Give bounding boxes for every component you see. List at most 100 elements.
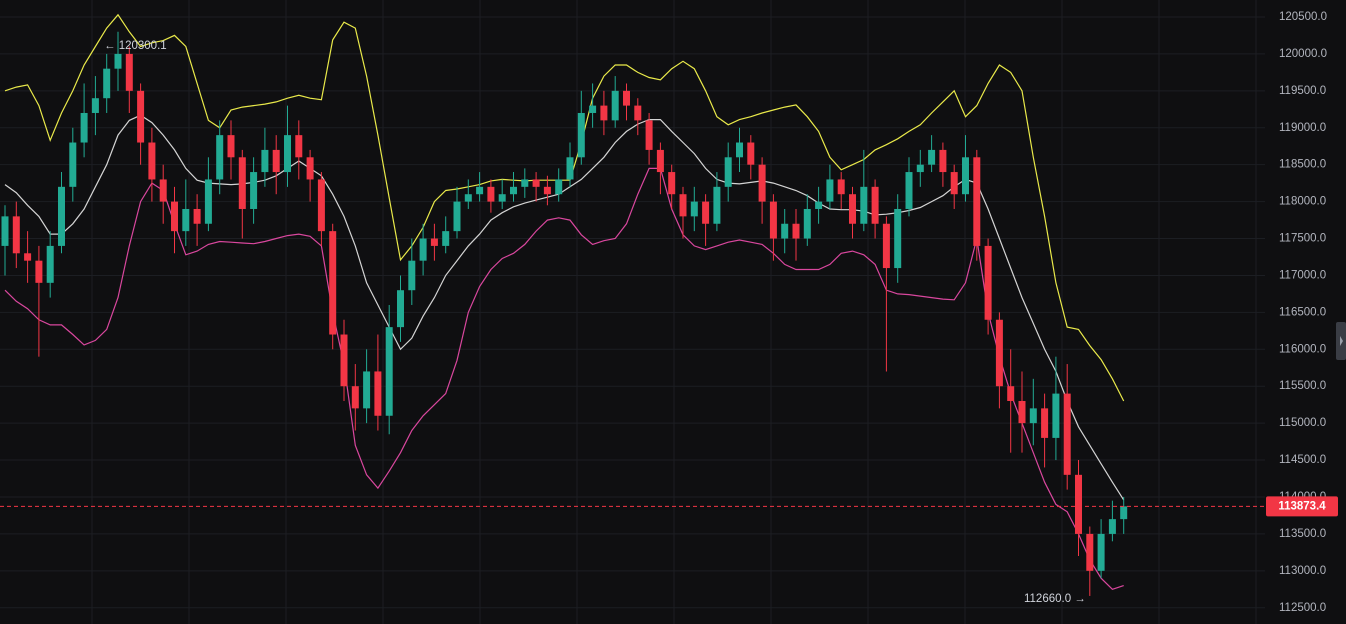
candle-body xyxy=(521,179,529,187)
candle-body xyxy=(1,216,9,246)
last-price-box xyxy=(1266,496,1338,517)
scroll-arrow xyxy=(1340,336,1343,346)
candle-body xyxy=(950,172,958,195)
candle-body xyxy=(1029,408,1037,424)
candle-body xyxy=(916,164,924,173)
candle-body xyxy=(623,90,630,106)
candle-body xyxy=(193,208,201,224)
candle-body xyxy=(973,157,981,246)
candle-body xyxy=(103,68,111,99)
candle-body xyxy=(1007,386,1015,401)
candle-body xyxy=(453,201,461,232)
candle-body xyxy=(939,149,947,173)
candle-body xyxy=(577,112,585,158)
candle-body xyxy=(510,186,517,195)
candle-body xyxy=(317,179,325,232)
candle-body xyxy=(962,157,969,195)
grid xyxy=(0,0,1265,624)
candle-body xyxy=(238,157,246,209)
candle-body xyxy=(24,253,32,261)
y-tick-label: 119500.0 xyxy=(1279,85,1326,97)
candle-body xyxy=(284,135,291,173)
candle-body xyxy=(80,112,88,143)
candle-body xyxy=(882,223,890,269)
candle-body xyxy=(171,201,178,232)
candle-body xyxy=(555,179,563,195)
y-tick-label: 113000.0 xyxy=(1279,565,1326,577)
candle-body xyxy=(713,186,721,224)
candle-body xyxy=(769,201,777,239)
candle-body xyxy=(261,149,269,173)
y-tick-label: 116000.0 xyxy=(1279,343,1326,355)
candle-body xyxy=(656,149,664,173)
candle-body xyxy=(736,142,743,158)
candle-body xyxy=(826,179,834,202)
candle-body xyxy=(204,179,212,224)
candle-body xyxy=(114,53,122,69)
candle-body xyxy=(1063,393,1071,475)
candle-body xyxy=(894,208,902,269)
candle-body xyxy=(137,90,145,143)
candle-body xyxy=(58,186,65,246)
candle-body xyxy=(272,149,280,173)
candle-body xyxy=(928,149,936,165)
bands xyxy=(4,13,1125,590)
candle-body xyxy=(532,179,540,187)
candle-body xyxy=(329,231,337,335)
candle-body xyxy=(803,208,811,239)
high-annotation: ← 120300.1 xyxy=(104,40,167,52)
y-tick-label: 116500.0 xyxy=(1279,306,1326,318)
candle-body xyxy=(430,238,438,246)
candle-body xyxy=(306,157,314,180)
band-line xyxy=(4,13,1125,402)
candles xyxy=(1,31,1128,596)
candle-body xyxy=(46,245,54,283)
candle-body xyxy=(815,201,823,209)
candle-body xyxy=(69,142,77,187)
low-annotation: 112660.0 → xyxy=(1024,593,1086,605)
candle-body xyxy=(589,105,597,113)
last-price-label: 113873.4 xyxy=(1278,500,1326,512)
candle-body xyxy=(600,105,608,121)
candle-body xyxy=(397,290,404,328)
candle-body xyxy=(182,208,190,232)
y-tick-label: 118500.0 xyxy=(1279,159,1326,171)
candle-body xyxy=(1075,474,1082,534)
candle-body xyxy=(340,334,348,387)
candle-body xyxy=(1120,506,1128,520)
candle-body xyxy=(984,245,992,320)
candle-body xyxy=(487,186,495,202)
candle-body xyxy=(295,135,303,158)
band-line xyxy=(4,167,1124,590)
y-tick-label: 120500.0 xyxy=(1279,11,1327,23)
candle-body xyxy=(747,142,755,165)
candle-body xyxy=(125,53,133,91)
candle-body xyxy=(860,186,868,224)
candle-body xyxy=(758,164,766,202)
candle-body xyxy=(837,179,845,195)
y-tick-label: 118000.0 xyxy=(1279,196,1326,208)
candle-body xyxy=(871,186,879,224)
candle-body xyxy=(351,386,359,409)
candle-body xyxy=(611,90,619,121)
candle-body xyxy=(91,98,99,113)
candle-body xyxy=(12,216,20,254)
candle-body xyxy=(464,194,472,202)
candle-body xyxy=(159,179,167,202)
candle-body xyxy=(374,371,382,416)
candle-body xyxy=(385,327,393,416)
annotations: ← 120300.1 112660.0 → xyxy=(0,40,1265,605)
candle-body xyxy=(781,223,789,239)
candle-body xyxy=(498,194,506,202)
candle-body xyxy=(1052,393,1060,438)
candle-body xyxy=(1108,519,1116,534)
y-tick-label: 119000.0 xyxy=(1279,122,1326,134)
y-tick-label: 117000.0 xyxy=(1279,269,1326,281)
y-tick-label: 112500.0 xyxy=(1279,602,1326,614)
candle-body xyxy=(645,120,653,150)
y-tick-label: 115000.0 xyxy=(1279,417,1326,429)
candle-body xyxy=(702,201,710,224)
candle-body xyxy=(849,194,856,224)
candle-body xyxy=(690,201,698,217)
